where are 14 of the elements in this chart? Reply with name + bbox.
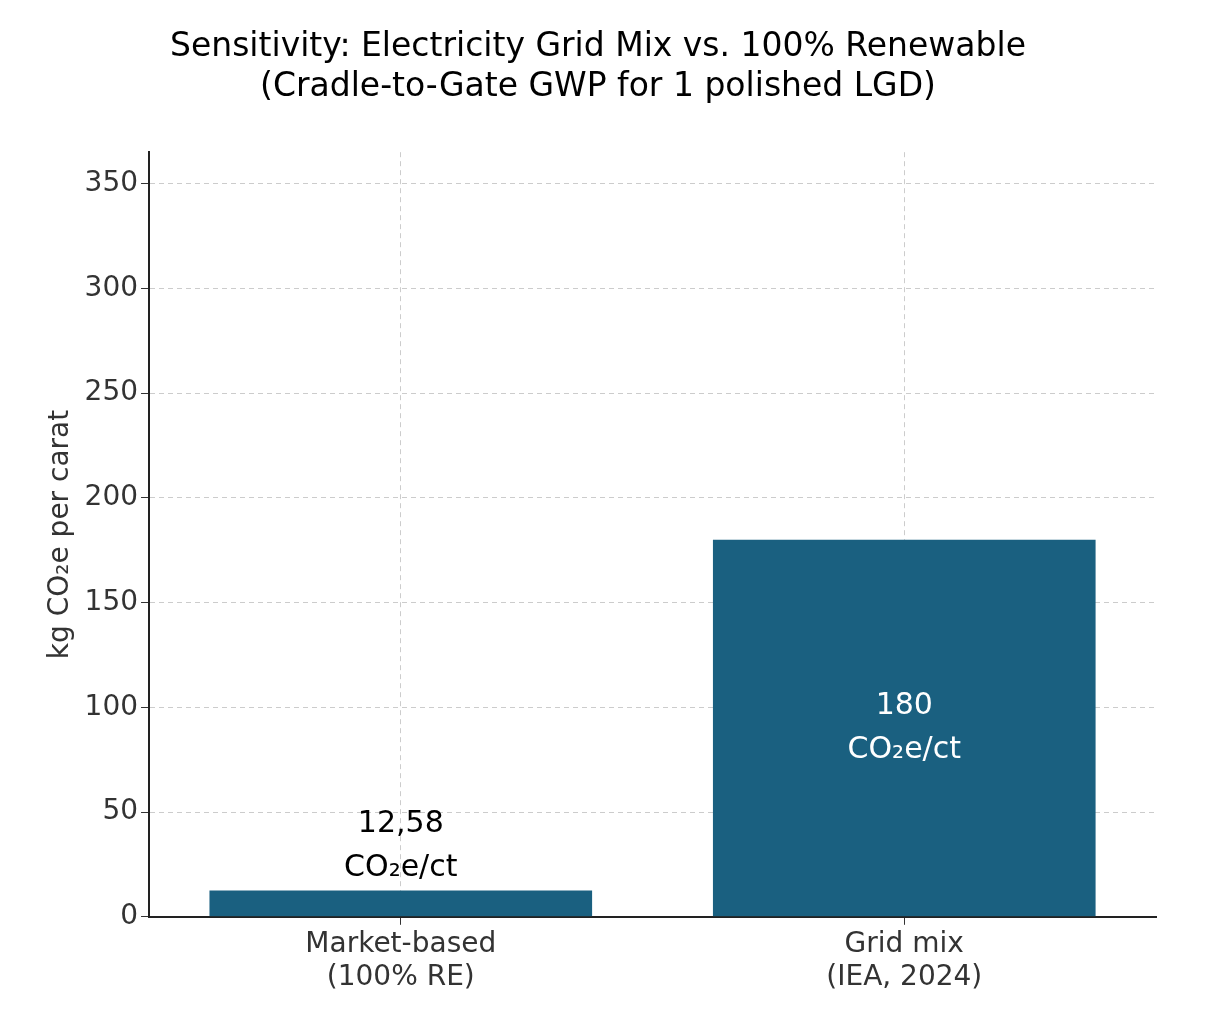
y-tick-label: 150 — [84, 583, 139, 617]
y-axis-title: kg CO₂e per carat — [42, 409, 76, 660]
data-label: 12,58 CO₂e/ct — [344, 804, 458, 884]
y-tick-label: 100 — [84, 688, 139, 722]
x-tick-label: Grid mix (IEA, 2024) — [826, 925, 983, 993]
x-tick-label: Market-based (100% RE) — [305, 925, 497, 993]
y-tick-label: 350 — [84, 164, 139, 198]
data-label: 180 CO₂e/ct — [847, 685, 962, 765]
y-tick-label: 50 — [102, 793, 139, 827]
y-tick-label: 0 — [120, 898, 139, 932]
y-tick-label: 300 — [84, 269, 139, 303]
y-tick-label: 200 — [84, 479, 139, 513]
y-tick-label: 250 — [84, 374, 139, 408]
chart-title: Sensitivity: Electricity Grid Mix vs. 100% Renewable (Cradle-to-Gate GWP for 1 polished LGD) — [170, 25, 1026, 104]
